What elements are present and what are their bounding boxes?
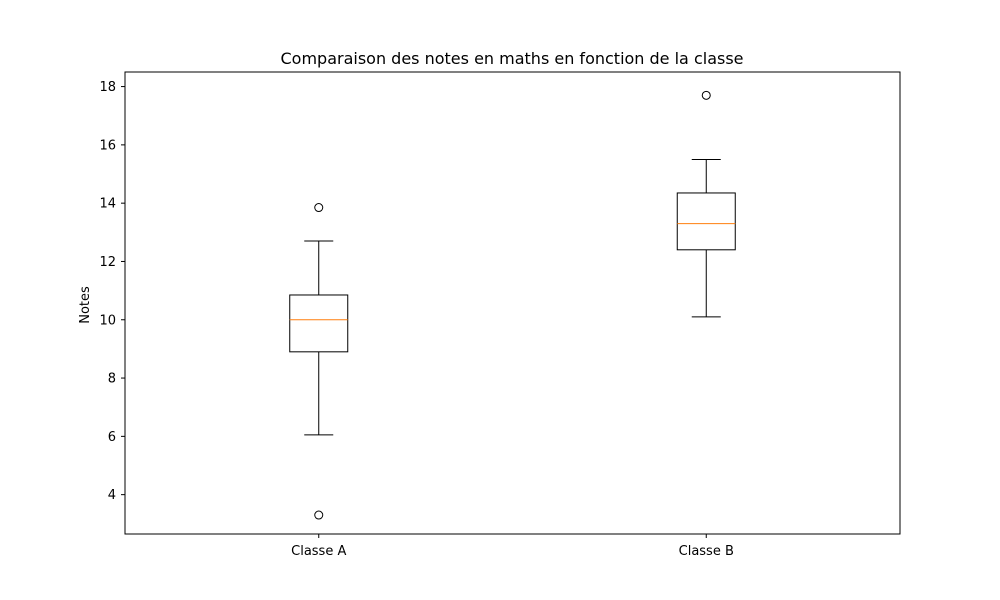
plot-frame bbox=[124, 71, 901, 535]
y-tick-label: 6 bbox=[108, 430, 116, 445]
outlier-point bbox=[314, 203, 324, 213]
iqr-box bbox=[676, 192, 736, 251]
y-tick-label: 12 bbox=[99, 255, 116, 270]
y-tick-label: 10 bbox=[99, 313, 116, 328]
y-tick-label: 4 bbox=[108, 488, 116, 503]
outlier-point bbox=[701, 90, 711, 100]
y-tick-label: 18 bbox=[99, 80, 116, 95]
plot-area: 4 6 8 10 12 14 16 18 Classe A Classe B bbox=[99, 71, 901, 559]
x-tick-label: Classe A bbox=[291, 544, 346, 559]
iqr-box bbox=[289, 294, 349, 353]
y-tick-label: 8 bbox=[108, 372, 116, 387]
y-axis-label: Notes bbox=[78, 286, 93, 324]
outlier-point bbox=[314, 510, 324, 520]
y-tick-label: 16 bbox=[99, 138, 116, 153]
y-tick-label: 14 bbox=[99, 197, 116, 212]
chart-title: Comparaison des notes en maths en foncti… bbox=[280, 49, 743, 68]
x-tick-label: Classe B bbox=[679, 544, 734, 559]
